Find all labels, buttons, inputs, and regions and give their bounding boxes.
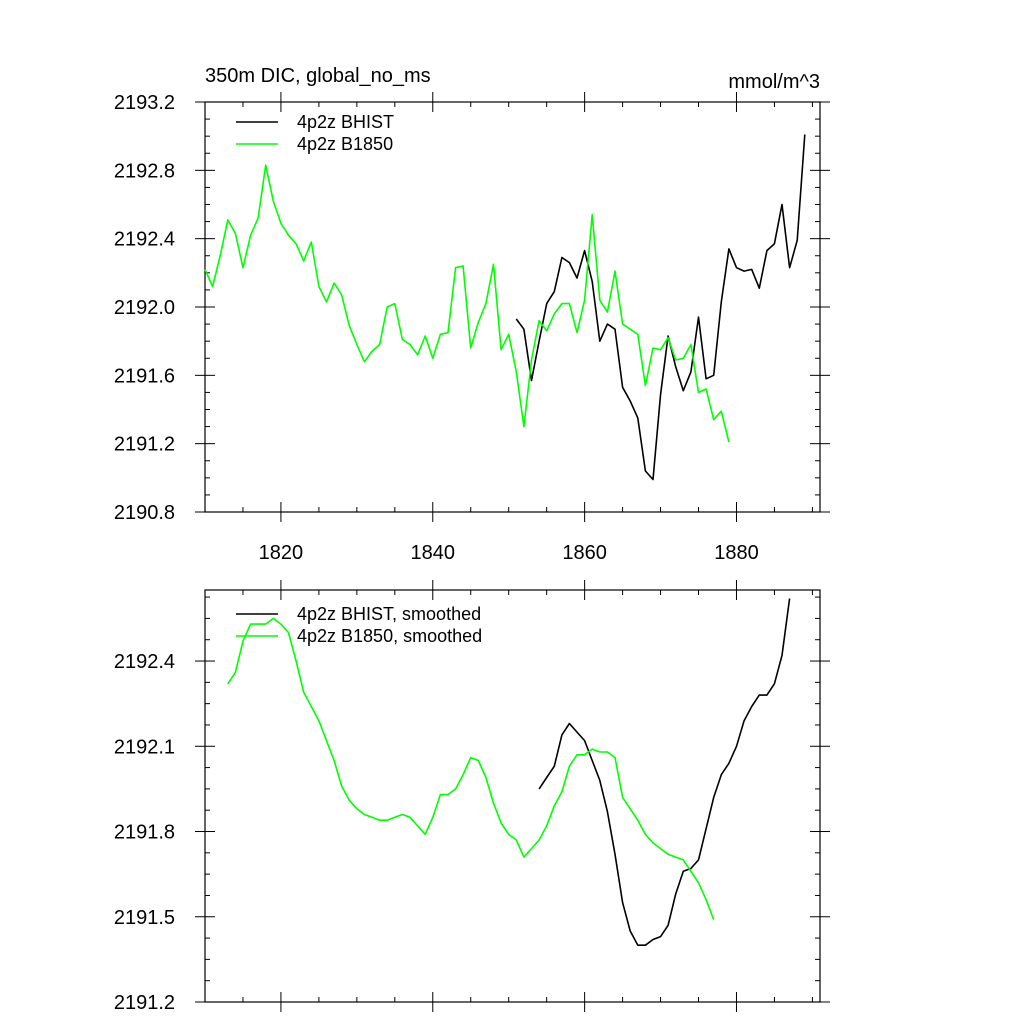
- units-label: mmol/m^3: [728, 71, 820, 93]
- plot-frame: [204, 101, 821, 513]
- y-tick-label: 2191.6: [114, 365, 175, 387]
- series-line-bhist: [538, 598, 791, 947]
- top-panel: 1820 1840 1860 1880 2190.8 2191.2 2191.6 2192.0…: [114, 65, 830, 564]
- y-tick-label: 2192.4: [114, 229, 175, 251]
- series-line-bhist: [515, 134, 806, 481]
- bottom-panel: 2191.2 2191.5 2191.8 2192.1 2192.4 4p2z BHIST…: [114, 580, 830, 1014]
- plot-frame: [204, 589, 821, 1003]
- series-line-b1850: [227, 617, 715, 920]
- y-tick-label: 2192.0: [114, 297, 175, 319]
- y-tick-label: 2191.5: [114, 907, 175, 929]
- y-tick-label: 2192.4: [114, 651, 175, 673]
- y-tick-label: 2191.2: [114, 992, 175, 1014]
- y-tick-label: 2190.8: [114, 502, 175, 524]
- y-tick-label: 2192.1: [114, 736, 175, 758]
- y-tick-label: 2191.8: [114, 822, 175, 844]
- chart-title: 350m DIC, global_no_ms: [205, 65, 431, 87]
- y-tick-label: 2193.2: [114, 92, 175, 114]
- legend-label: 4p2z BHIST, smoothed: [297, 604, 481, 624]
- x-tick-label: 1840: [411, 542, 456, 564]
- legend-label: 4p2z B1850, smoothed: [297, 626, 482, 646]
- x-tick-label: 1860: [562, 542, 607, 564]
- x-tick-label: 1880: [714, 542, 759, 564]
- y-tick-label: 2191.2: [114, 434, 175, 456]
- x-tick-label: 1820: [259, 542, 304, 564]
- legend-label: 4p2z B1850: [297, 134, 393, 154]
- legend-label: 4p2z BHIST: [297, 112, 394, 132]
- y-tick-label: 2192.8: [114, 160, 175, 182]
- series-line-b1850: [204, 164, 730, 443]
